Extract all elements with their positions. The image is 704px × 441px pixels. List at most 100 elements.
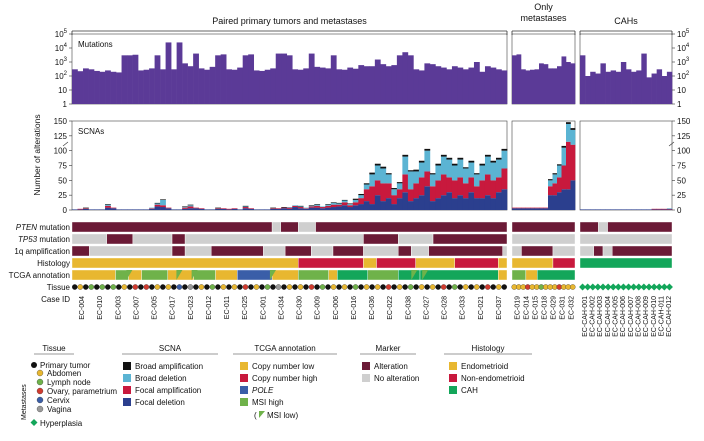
mutation-bar [242,55,249,104]
scna-bar-broad-deletion [429,174,436,187]
scna-bar-focal-amplification [352,202,359,206]
scna-bar-focal-deletion [446,192,453,210]
scna-bar-focal-amplification [534,207,540,209]
scna-bar-focal-amplification [248,208,255,209]
scna-bar-focal-amplification [490,180,497,199]
annotation-cell [579,233,673,245]
legend-tissue-title: Tissue [42,344,66,353]
scna-bar-focal-deletion [385,198,392,210]
scna-bar-broad-amplification [479,163,486,166]
scna-bar-focal-deletion [314,207,321,210]
case-id-label: EC-034 [278,296,285,320]
case-id-label: EC-018 [542,296,549,320]
scna-bar-focal-amplification [462,183,469,199]
scna-bar-broad-amplification [396,182,403,184]
scna-bar-focal-amplification [325,205,332,208]
scna-bar-focal-deletion [626,209,632,210]
annotation-cell [612,245,673,257]
case-id-label: EC-032 [569,296,576,320]
mutation-bar [380,64,387,104]
annotation-cell [315,221,508,233]
scna-bar-broad-deletion [391,189,398,196]
scna-bar-broad-amplification [462,167,469,169]
scna-bar-focal-deletion [380,201,387,210]
mutation-bar [352,68,359,104]
mutation-bar [407,55,414,104]
mutation-bar [231,69,238,104]
mutation-bar [286,55,293,104]
case-id-label: EC-037 [496,296,503,320]
legend-tissue-dot [36,387,44,395]
scna-bar-broad-amplification [570,128,576,130]
scna-bar-broad-deletion [548,180,553,187]
scna-bar-focal-deletion [396,198,403,210]
tissue-dot [292,284,298,290]
mutation-bar [94,70,100,104]
case-id-label: EC-CAH-011 [659,296,666,336]
annotation-cell [552,245,576,257]
mutation-bar [83,68,89,104]
legend-marker-title: Marker [376,344,401,353]
scna-bar-focal-deletion [259,209,266,210]
mutation-bar [429,64,436,104]
annotation-cell [280,221,299,233]
case-id-label: EC-CAH-012 [666,296,673,337]
annotation-cell [511,245,522,257]
tissue-dot [495,284,502,290]
case-id-label: EC-015 [533,296,540,320]
hyperplasia-diamond [604,283,612,291]
axis-break-mark [668,141,675,147]
hyperplasia-diamond [579,283,587,291]
scna-bar-focal-deletion [182,208,188,210]
mutation-bar [516,54,522,104]
legend-tcga-swatch [240,374,248,382]
tissue-dot [94,284,100,290]
scna-bar-focal-amplification [501,168,508,190]
annotation-cell [411,245,429,257]
mutation-bar [661,76,668,104]
scna-bar-focal-deletion [198,208,205,210]
scna-bar-focal-amplification [281,207,288,209]
group-header-1: Only [534,2,553,12]
scna-bar-broad-amplification [429,173,436,175]
scna-bar-broad-deletion [468,162,475,178]
mutation-bar [631,71,637,104]
annotation-cell [552,257,576,269]
scna-bar-broad-amplification [358,193,365,196]
mutation-bar [149,68,155,104]
msi-low-marker [269,270,276,280]
scna-bar-broad-deletion [385,174,392,184]
legend-scna-label: Broad deletion [135,374,187,383]
mutation-bar [473,62,480,104]
caseid-row-label: Case ID [41,295,70,304]
scna-bar-focal-deletion [215,208,221,210]
scna-bar-focal-amplification [275,208,282,209]
annotation-cell [284,245,312,257]
scna-bar-focal-amplification [548,186,553,196]
scna-bar-broad-amplification [418,160,425,163]
mutation-bar [215,55,221,104]
annotation-cell [337,269,369,281]
mutation-bar [610,70,617,104]
annotation-cell [132,233,173,245]
annotation-cell [579,257,673,269]
case-id-label: EC-011 [224,296,231,319]
tissue-dot [165,284,172,290]
scna-bar-broad-amplification [297,205,304,207]
scna-bar-focal-deletion [132,209,139,210]
case-id-label: EC-014 [524,296,531,320]
scna-bar-focal-deletion [121,209,128,210]
tissue-dot [121,284,128,290]
annotation-cell [398,233,434,245]
scna-bar-focal-deletion [127,209,133,210]
axis-break-mark [62,141,69,147]
scna-bar-focal-deletion [391,204,398,210]
tissue-dot [501,284,507,290]
mutation-bar [330,55,337,104]
tissue-dot [490,284,496,290]
tissue-dot [325,284,331,290]
tissue-dot [418,284,425,290]
scna-bar-focal-deletion [116,209,122,210]
scna-bar-focal-amplification [220,208,227,209]
mutation-bar [413,69,420,104]
